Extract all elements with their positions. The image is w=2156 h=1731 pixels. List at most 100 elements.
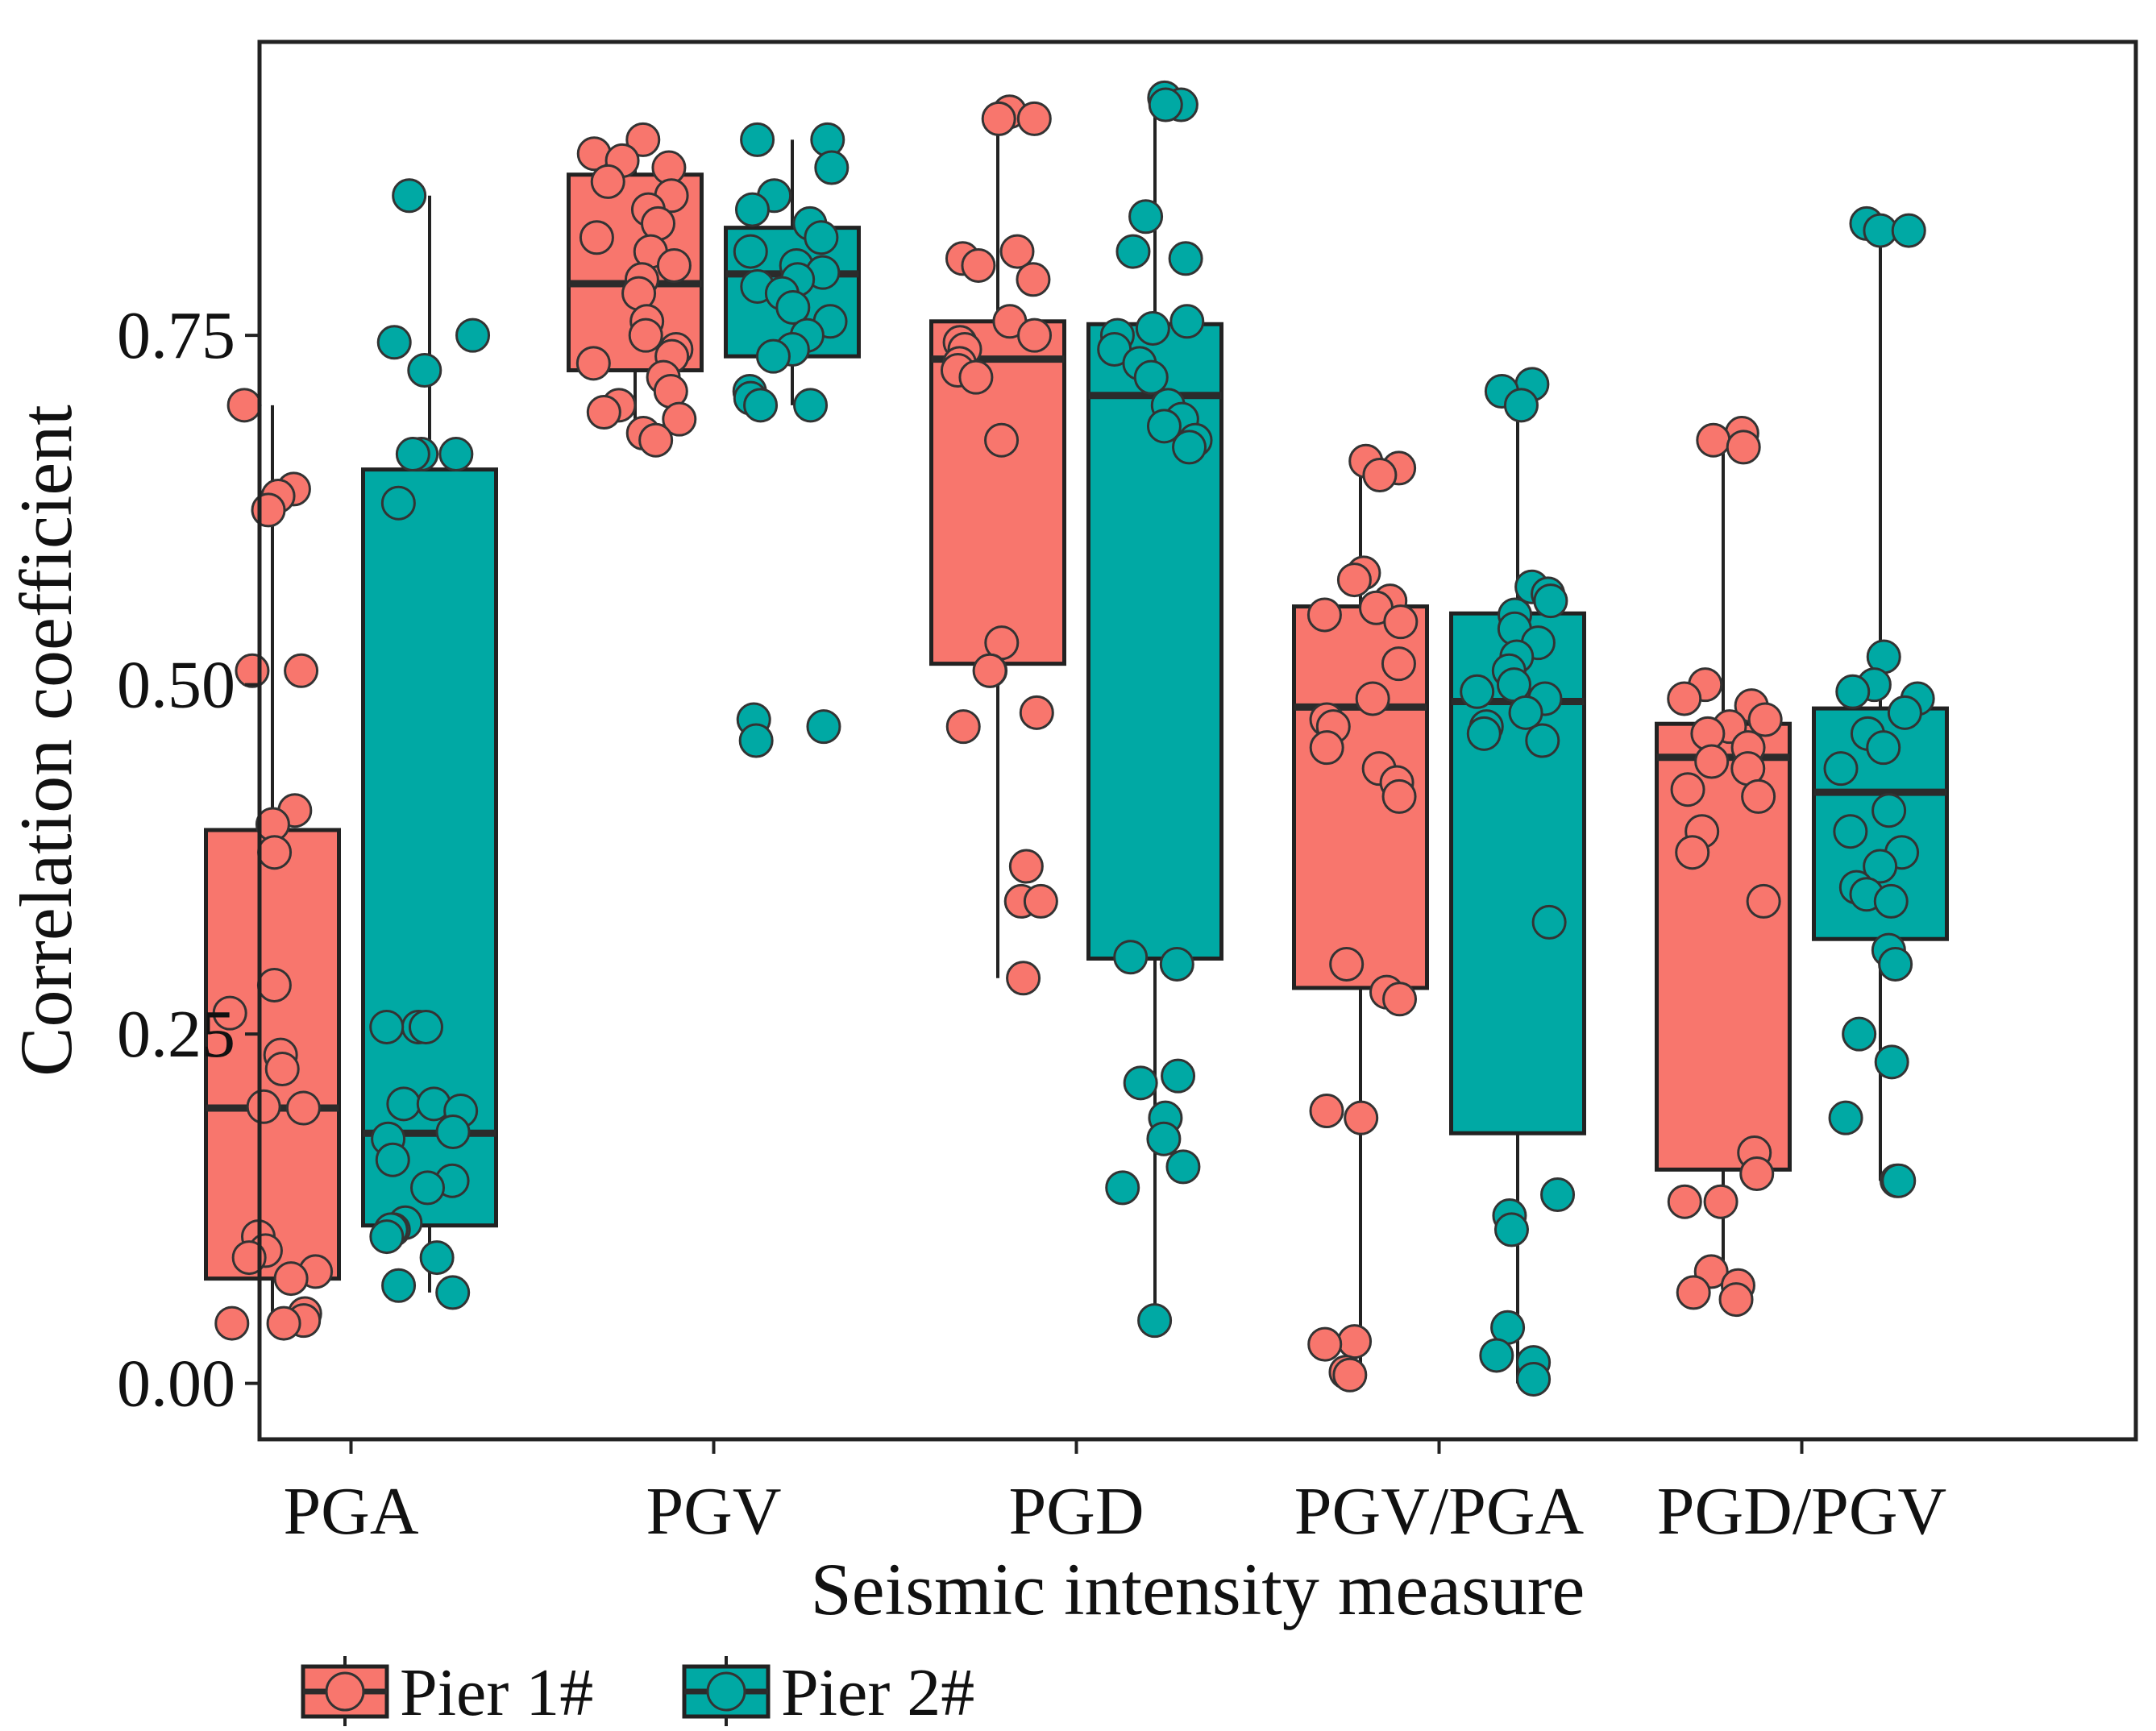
data-point bbox=[1159, 946, 1194, 982]
x-tick-label-pgv: PGV bbox=[646, 1474, 781, 1549]
data-point bbox=[419, 1240, 455, 1276]
data-point bbox=[408, 1009, 443, 1044]
data-point bbox=[804, 220, 839, 255]
data-point bbox=[579, 220, 614, 255]
y-tick-label: 0.75 bbox=[117, 298, 235, 373]
data-point bbox=[1479, 1338, 1514, 1373]
y-tick-label: 0.00 bbox=[117, 1347, 235, 1422]
data-point bbox=[407, 352, 442, 388]
data-point bbox=[1873, 883, 1909, 919]
data-point bbox=[1503, 388, 1539, 423]
data-point bbox=[1525, 723, 1560, 758]
data-point bbox=[226, 388, 262, 423]
data-point bbox=[1382, 982, 1418, 1017]
data-point bbox=[961, 247, 996, 283]
data-point bbox=[1168, 241, 1203, 276]
data-point bbox=[1747, 702, 1783, 737]
data-point bbox=[1676, 1275, 1711, 1310]
data-point bbox=[999, 234, 1035, 269]
y-tick-label: 0.50 bbox=[117, 648, 235, 723]
data-point bbox=[1696, 422, 1731, 458]
box-group-pier-2-pga bbox=[361, 178, 498, 1310]
data-layer bbox=[204, 80, 1949, 1397]
y-axis: 0.00 0.25 0.50 0.75 bbox=[117, 298, 260, 1422]
data-point bbox=[264, 1051, 300, 1086]
data-point bbox=[235, 653, 270, 688]
box-group-pier-1-pgv bbox=[567, 122, 704, 458]
data-point bbox=[984, 422, 1020, 458]
data-point bbox=[435, 1275, 471, 1310]
data-point bbox=[392, 178, 427, 214]
data-point bbox=[1667, 1184, 1702, 1219]
y-tick-label: 0.25 bbox=[117, 997, 235, 1072]
data-point bbox=[1828, 1100, 1863, 1135]
data-point bbox=[231, 1240, 267, 1276]
data-point bbox=[256, 967, 292, 1002]
legend: Pier 1# Pier 2# bbox=[301, 1655, 974, 1730]
data-point bbox=[1508, 695, 1543, 730]
data-point bbox=[1863, 849, 1898, 884]
data-point bbox=[1307, 1326, 1343, 1362]
data-point bbox=[409, 1170, 445, 1206]
data-point bbox=[972, 653, 1007, 688]
legend-item-pier-2: Pier 2# bbox=[682, 1655, 974, 1730]
x-tick-label-pgd: PGD bbox=[1008, 1474, 1144, 1549]
data-point bbox=[1887, 695, 1922, 730]
data-point bbox=[793, 388, 829, 423]
data-point bbox=[1008, 849, 1044, 884]
data-point bbox=[733, 234, 768, 269]
data-point bbox=[1746, 883, 1781, 919]
data-point bbox=[1006, 961, 1041, 996]
data-point bbox=[1675, 835, 1710, 870]
data-point bbox=[1874, 1044, 1909, 1080]
data-point bbox=[1336, 562, 1372, 598]
data-point bbox=[755, 338, 791, 374]
data-point bbox=[1835, 674, 1871, 709]
data-point bbox=[1016, 262, 1051, 297]
data-point bbox=[1540, 1177, 1576, 1213]
data-point bbox=[1161, 1058, 1196, 1094]
data-point bbox=[1309, 730, 1344, 766]
data-point bbox=[740, 122, 775, 157]
data-point bbox=[369, 1219, 405, 1255]
data-point bbox=[1694, 744, 1730, 779]
box-group-pier-1-pgd-pgv bbox=[1655, 416, 1792, 1318]
legend-key-point-pier-2 bbox=[706, 1671, 746, 1712]
data-point bbox=[285, 1090, 321, 1126]
data-point bbox=[1871, 793, 1907, 828]
box-group-pier-2-pgd bbox=[1086, 80, 1223, 1339]
data-point bbox=[266, 1306, 301, 1341]
data-point bbox=[981, 101, 1016, 136]
data-point bbox=[1381, 778, 1417, 814]
y-axis-title: Correlation coefficient bbox=[5, 405, 87, 1077]
box-group-pier-2-pgv bbox=[724, 122, 861, 758]
data-point bbox=[738, 723, 774, 758]
data-point bbox=[945, 709, 981, 745]
data-point bbox=[1146, 1121, 1182, 1156]
data-point bbox=[1383, 604, 1419, 640]
data-point bbox=[251, 492, 286, 528]
data-point bbox=[1113, 940, 1149, 975]
data-point bbox=[375, 1142, 410, 1177]
data-point bbox=[1842, 1016, 1877, 1052]
x-tick-label-pgd-pgv: PGD/PGV bbox=[1657, 1474, 1946, 1549]
data-point bbox=[734, 192, 770, 227]
x-axis: PGA PGV PGD PGV/PGA PGD/PGV bbox=[283, 1439, 1946, 1549]
data-point bbox=[1823, 751, 1859, 787]
data-point bbox=[455, 318, 491, 353]
data-point bbox=[1169, 304, 1205, 339]
plot-frame bbox=[257, 39, 2138, 1442]
data-point bbox=[586, 395, 621, 430]
data-point bbox=[1137, 1303, 1173, 1339]
data-point bbox=[1135, 310, 1170, 346]
x-tick-label-pga: PGA bbox=[283, 1474, 418, 1549]
data-point bbox=[1833, 814, 1868, 849]
data-point bbox=[1670, 772, 1705, 807]
data-point bbox=[958, 359, 994, 395]
data-point bbox=[273, 1261, 309, 1297]
x-tick-label-pgv-pga: PGV/PGA bbox=[1294, 1474, 1585, 1549]
data-point bbox=[1460, 674, 1495, 709]
data-point bbox=[575, 346, 611, 381]
data-point bbox=[214, 1306, 250, 1341]
box-group-pier-1-pgv-pga bbox=[1292, 443, 1429, 1393]
